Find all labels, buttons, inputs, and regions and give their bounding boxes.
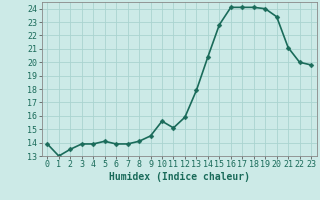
X-axis label: Humidex (Indice chaleur): Humidex (Indice chaleur) (109, 172, 250, 182)
